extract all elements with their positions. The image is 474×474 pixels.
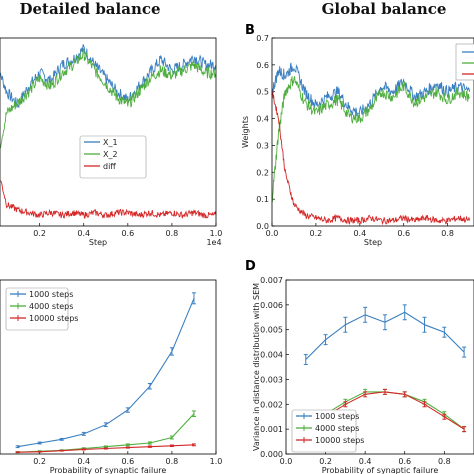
y-tick-label-d: 0.004 [260, 351, 283, 360]
x-tick-label-b: 0.6 [397, 229, 410, 238]
legend-label-d: 10000 steps [315, 436, 364, 445]
x-axis-label-d: Probability of synaptic failure [322, 466, 439, 474]
x-tick-label-d: 0.2 [319, 457, 332, 466]
series-line-b-2 [271, 91, 471, 226]
x-tick-label-d: 0.0 [280, 457, 293, 466]
legend-label-d: 4000 steps [315, 424, 359, 433]
y-tick-label-b: 0.6 [256, 61, 269, 70]
legend-box-b [455, 43, 474, 81]
plot-frame-d [285, 279, 474, 455]
legend-label-c: 4000 steps [29, 302, 73, 311]
panel-letter-d: D [245, 259, 256, 274]
x-tick-label-d: 0.6 [398, 457, 411, 466]
x-tick-label-d: 0.8 [438, 457, 451, 466]
series-line-b-1 [271, 76, 470, 203]
x-tick-label-b: 0.4 [353, 229, 366, 238]
x-tick-label-c: 0.6 [121, 457, 134, 466]
y-tick-label-b: 0.1 [256, 195, 269, 204]
y-tick-label-d: 0.006 [260, 301, 283, 310]
y-tick-label-d: 0.001 [260, 425, 283, 434]
legend-label-a: X_2 [103, 150, 118, 159]
series-line-a-1 [0, 47, 217, 149]
x-axis-label-b: Step [364, 238, 382, 247]
x-tick-label-b: 0.8 [441, 229, 454, 238]
y-tick-label-d: 0.003 [260, 375, 283, 384]
x-axis-label-a: Step [89, 238, 107, 247]
y-tick-label-b: 0.5 [256, 88, 269, 97]
x-tick-label-b: 0.0 [266, 229, 279, 238]
legend-label-a: diff [103, 162, 116, 171]
y-axis-label-d: Variance in distance distribution with S… [252, 283, 261, 451]
x-tick-label-c: 0.8 [166, 457, 179, 466]
legend-box-a [79, 135, 147, 179]
plot-frame-a [0, 37, 217, 227]
y-axis-label-b: Weights [241, 116, 250, 148]
legend-label-c: 1000 steps [29, 290, 73, 299]
y-tick-label-d: 0.002 [260, 400, 283, 409]
series-line-b-0 [271, 62, 471, 117]
y-tick-label-b: 0.0 [256, 222, 269, 231]
panel-letter-b: B [245, 23, 255, 38]
plot-frame-c [0, 279, 217, 455]
legend-box-c [5, 287, 69, 331]
x-tick-label-a: 0.2 [33, 229, 46, 238]
x-tick-label-d: 0.4 [359, 457, 372, 466]
y-tick-label-d: 0.007 [260, 276, 283, 285]
y-tick-label-b: 0.4 [256, 115, 269, 124]
series-line-a-0 [0, 44, 217, 109]
x-tick-label-a: 0.6 [121, 229, 134, 238]
plot-frame-b [271, 37, 474, 227]
x-tick-label-a: 1.0 [210, 229, 223, 238]
legend-label-a: X_1 [103, 138, 118, 147]
column-title-left: Detailed balance [19, 0, 160, 18]
legend-box-d [291, 409, 357, 453]
x-scale-label-a: 1e4 [206, 238, 221, 247]
y-tick-label-d: 0.005 [260, 326, 283, 335]
legend-label-c: 10000 steps [29, 314, 78, 323]
y-tick-label-b: 0.7 [256, 34, 269, 43]
y-tick-label-d: 0.000 [260, 450, 283, 459]
x-tick-label-c: 0.2 [33, 457, 46, 466]
x-tick-label-b: 0.2 [310, 229, 323, 238]
legend-label-d: 1000 steps [315, 412, 359, 421]
column-title-right: Global balance [322, 0, 447, 18]
x-tick-label-c: 1.0 [210, 457, 223, 466]
series-line-a-2 [0, 180, 217, 219]
y-tick-label-b: 0.3 [256, 141, 269, 150]
x-axis-label-c: Probability of synaptic failure [50, 466, 167, 474]
y-tick-label-b: 0.2 [256, 168, 269, 177]
x-tick-label-a: 0.4 [77, 229, 90, 238]
x-tick-label-c: 0.4 [77, 457, 90, 466]
x-tick-label-a: 0.8 [166, 229, 179, 238]
